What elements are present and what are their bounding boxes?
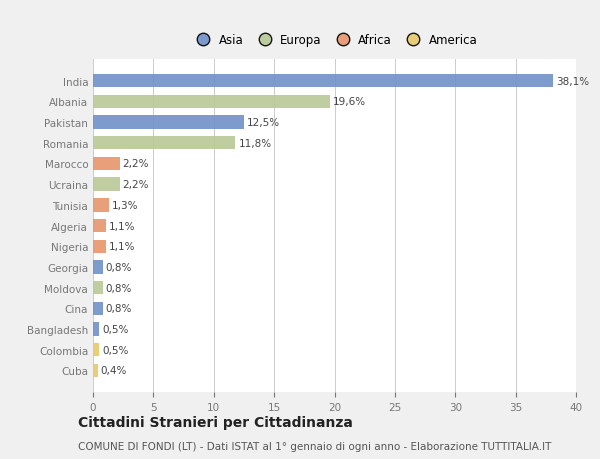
Text: 11,8%: 11,8% xyxy=(239,139,272,148)
Text: 0,5%: 0,5% xyxy=(102,325,128,334)
Text: 0,5%: 0,5% xyxy=(102,345,128,355)
Bar xyxy=(93,240,106,253)
Bar xyxy=(93,261,103,274)
Text: COMUNE DI FONDI (LT) - Dati ISTAT al 1° gennaio di ogni anno - Elaborazione TUTT: COMUNE DI FONDI (LT) - Dati ISTAT al 1° … xyxy=(78,441,551,451)
Text: 38,1%: 38,1% xyxy=(556,77,589,86)
Bar xyxy=(93,343,99,357)
Bar xyxy=(93,116,244,129)
Bar xyxy=(93,219,106,233)
Text: 0,4%: 0,4% xyxy=(101,366,127,375)
Text: 19,6%: 19,6% xyxy=(332,97,366,107)
Text: 1,1%: 1,1% xyxy=(109,242,136,252)
Bar xyxy=(93,75,553,88)
Bar xyxy=(93,281,103,295)
Text: 0,8%: 0,8% xyxy=(106,263,132,272)
Text: Cittadini Stranieri per Cittadinanza: Cittadini Stranieri per Cittadinanza xyxy=(78,415,353,429)
Text: 2,2%: 2,2% xyxy=(122,180,149,190)
Text: 0,8%: 0,8% xyxy=(106,283,132,293)
Bar xyxy=(93,157,119,171)
Text: 12,5%: 12,5% xyxy=(247,118,280,128)
Bar xyxy=(93,95,329,109)
Bar xyxy=(93,323,99,336)
Bar xyxy=(93,137,235,150)
Text: 1,3%: 1,3% xyxy=(112,201,138,210)
Bar xyxy=(93,199,109,212)
Text: 2,2%: 2,2% xyxy=(122,159,149,169)
Legend: Asia, Europa, Africa, America: Asia, Europa, Africa, America xyxy=(187,29,482,51)
Bar xyxy=(93,364,98,377)
Bar xyxy=(93,302,103,315)
Bar xyxy=(93,178,119,191)
Text: 1,1%: 1,1% xyxy=(109,221,136,231)
Text: 0,8%: 0,8% xyxy=(106,304,132,313)
